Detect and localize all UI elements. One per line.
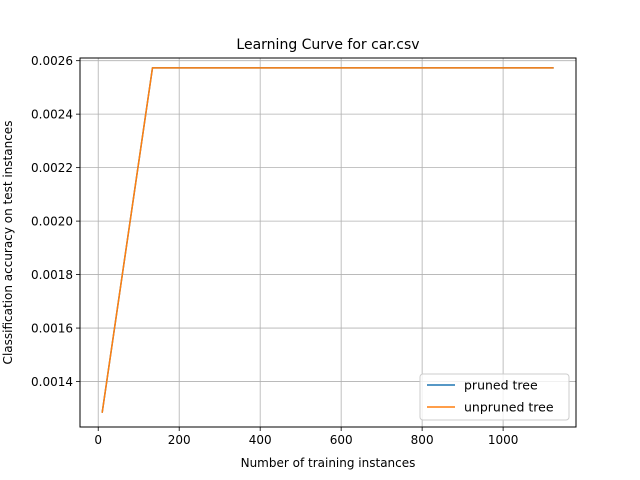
y-tick-label: 0.0016 bbox=[31, 322, 73, 336]
legend-label-unpruned-tree: unpruned tree bbox=[464, 400, 554, 415]
plot-frame bbox=[79, 57, 577, 428]
chart-title: Learning Curve for car.csv bbox=[236, 37, 419, 53]
x-tick-label: 1000 bbox=[488, 433, 519, 447]
x-tick-label: 600 bbox=[330, 433, 353, 447]
legend-box bbox=[419, 373, 570, 421]
x-tick-label: 0 bbox=[94, 433, 102, 447]
x-tick-label: 200 bbox=[168, 433, 191, 447]
y-tick-label: 0.0026 bbox=[31, 54, 73, 68]
legend-label-pruned-tree: pruned tree bbox=[464, 378, 538, 393]
y-tick-label: 0.0014 bbox=[31, 375, 73, 389]
x-tick-label: 400 bbox=[249, 433, 272, 447]
y-tick-label: 0.0022 bbox=[31, 161, 73, 175]
grid bbox=[80, 58, 576, 427]
y-tick-label: 0.0018 bbox=[31, 268, 73, 282]
series-layer bbox=[101, 67, 554, 413]
y-tick-label: 0.0024 bbox=[31, 108, 73, 122]
axis-ticks: 0 200 400 600 800 1000 0.0014 0.0016 0.0018 0.002… bbox=[31, 54, 518, 447]
legend: pruned tree unpruned tree bbox=[419, 373, 570, 421]
series-line-unpruned-tree bbox=[101, 67, 554, 413]
x-axis-label: Number of training instances bbox=[241, 456, 416, 470]
y-axis-label: Classification accuracy on test instance… bbox=[1, 121, 15, 365]
y-tick-label: 0.0020 bbox=[31, 215, 73, 229]
x-tick-label: 800 bbox=[411, 433, 434, 447]
